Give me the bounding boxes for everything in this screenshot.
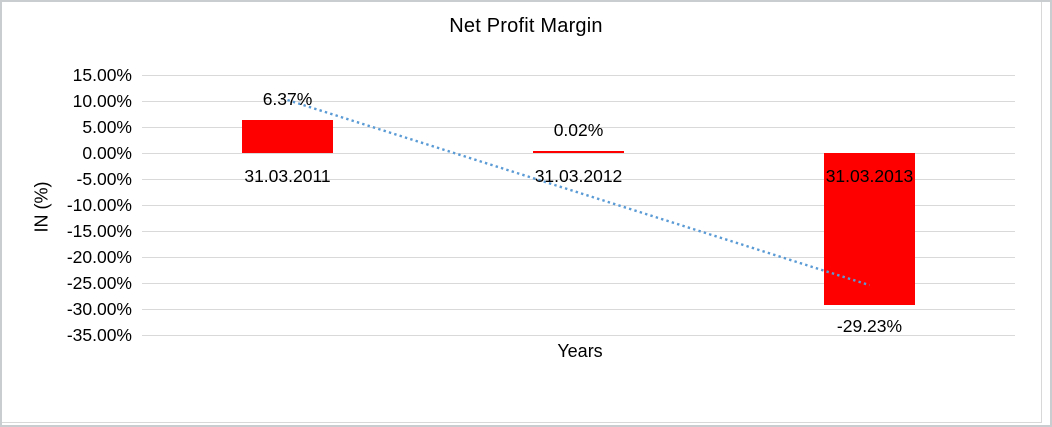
y-tick-label: -5.00% [76,169,132,189]
y-tick-label: 15.00% [72,65,132,85]
gridline [142,334,1015,336]
y-tick-label: -15.00% [66,221,132,241]
y-tick-label: -25.00% [66,273,132,293]
gridline [142,74,1015,76]
y-tick-label: -30.00% [66,299,132,319]
category-label: 31.03.2012 [534,165,623,186]
y-tick-label: 5.00% [82,117,132,137]
bar-data-label: 6.37% [262,88,313,109]
category-label: 31.03.2013 [825,165,914,186]
y-tick-label: -35.00% [66,325,132,345]
y-tick-label: 10.00% [72,91,132,111]
chart-title: Net Profit Margin [449,15,603,37]
bar-data-label: -29.23% [836,315,903,336]
x-axis-title: Years [557,341,603,361]
y-tick-label: 0.00% [82,143,132,163]
category-label: 31.03.2011 [244,165,331,186]
y-axis-title: IN (%) [31,181,52,233]
gridline [142,308,1015,310]
bar-data-label: 0.02% [553,120,604,140]
y-tick-label: -20.00% [66,247,132,267]
y-tick-label: -10.00% [66,195,132,215]
